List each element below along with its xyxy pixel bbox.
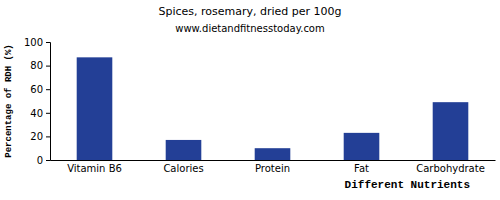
x-axis-title: Different Nutrients <box>345 179 470 191</box>
y-tick-mark <box>46 136 50 137</box>
title: Spices, rosemary, dried per 100g <box>158 5 341 18</box>
bar <box>255 148 291 160</box>
y-axis: 0 20 40 60 80 100 <box>24 37 51 166</box>
bar <box>344 133 380 160</box>
y-tick: 20 <box>30 131 50 142</box>
bar <box>77 57 113 160</box>
y-tick-mark <box>46 42 50 43</box>
x-tick: Protein <box>255 160 290 174</box>
x-tick-label: Vitamin B6 <box>67 163 122 174</box>
y-tick: 80 <box>30 60 50 71</box>
y-tick-label: 60 <box>30 84 43 95</box>
y-tick: 60 <box>30 84 50 95</box>
y-tick: 0 <box>37 155 50 166</box>
y-tick: 40 <box>30 108 50 119</box>
x-tick-label: Carbohydrate <box>416 163 485 174</box>
bars <box>77 57 469 160</box>
subtitle: www.dietandfitnesstoday.com <box>175 23 324 34</box>
x-tick-label: Fat <box>354 163 369 174</box>
x-tick: Carbohydrate <box>416 160 485 174</box>
y-axis-title: Percentage of RDH (%) <box>4 44 14 157</box>
y-tick-mark <box>46 113 50 114</box>
y-tick-label: 0 <box>37 155 43 166</box>
bar <box>166 140 202 160</box>
y-tick-mark <box>46 160 50 161</box>
y-axis-line <box>46 43 51 161</box>
y-tick-label: 20 <box>30 131 43 142</box>
x-tick-label: Protein <box>255 163 290 174</box>
x-axis-line <box>51 160 496 161</box>
x-tick: Vitamin B6 <box>67 160 122 174</box>
bar <box>433 102 469 160</box>
y-tick-label: 80 <box>30 60 43 71</box>
x-tick-label: Calories <box>163 163 203 174</box>
y-tick-mark <box>46 89 50 90</box>
plot: 0 20 40 60 80 100 Vitamin B6 Calories Protein Fat… <box>24 37 496 174</box>
x-tick: Calories <box>163 160 203 174</box>
y-tick-label: 40 <box>30 108 43 119</box>
chart: 0 20 40 60 80 100 Vitamin B6 Calories Protein Fat… <box>0 0 500 200</box>
x-axis: Vitamin B6 Calories Protein Fat Carbohydrate <box>51 160 496 174</box>
y-tick-label: 100 <box>24 37 43 48</box>
y-tick: 100 <box>24 37 50 48</box>
x-tick: Fat <box>354 160 369 174</box>
y-tick-mark <box>46 66 50 67</box>
